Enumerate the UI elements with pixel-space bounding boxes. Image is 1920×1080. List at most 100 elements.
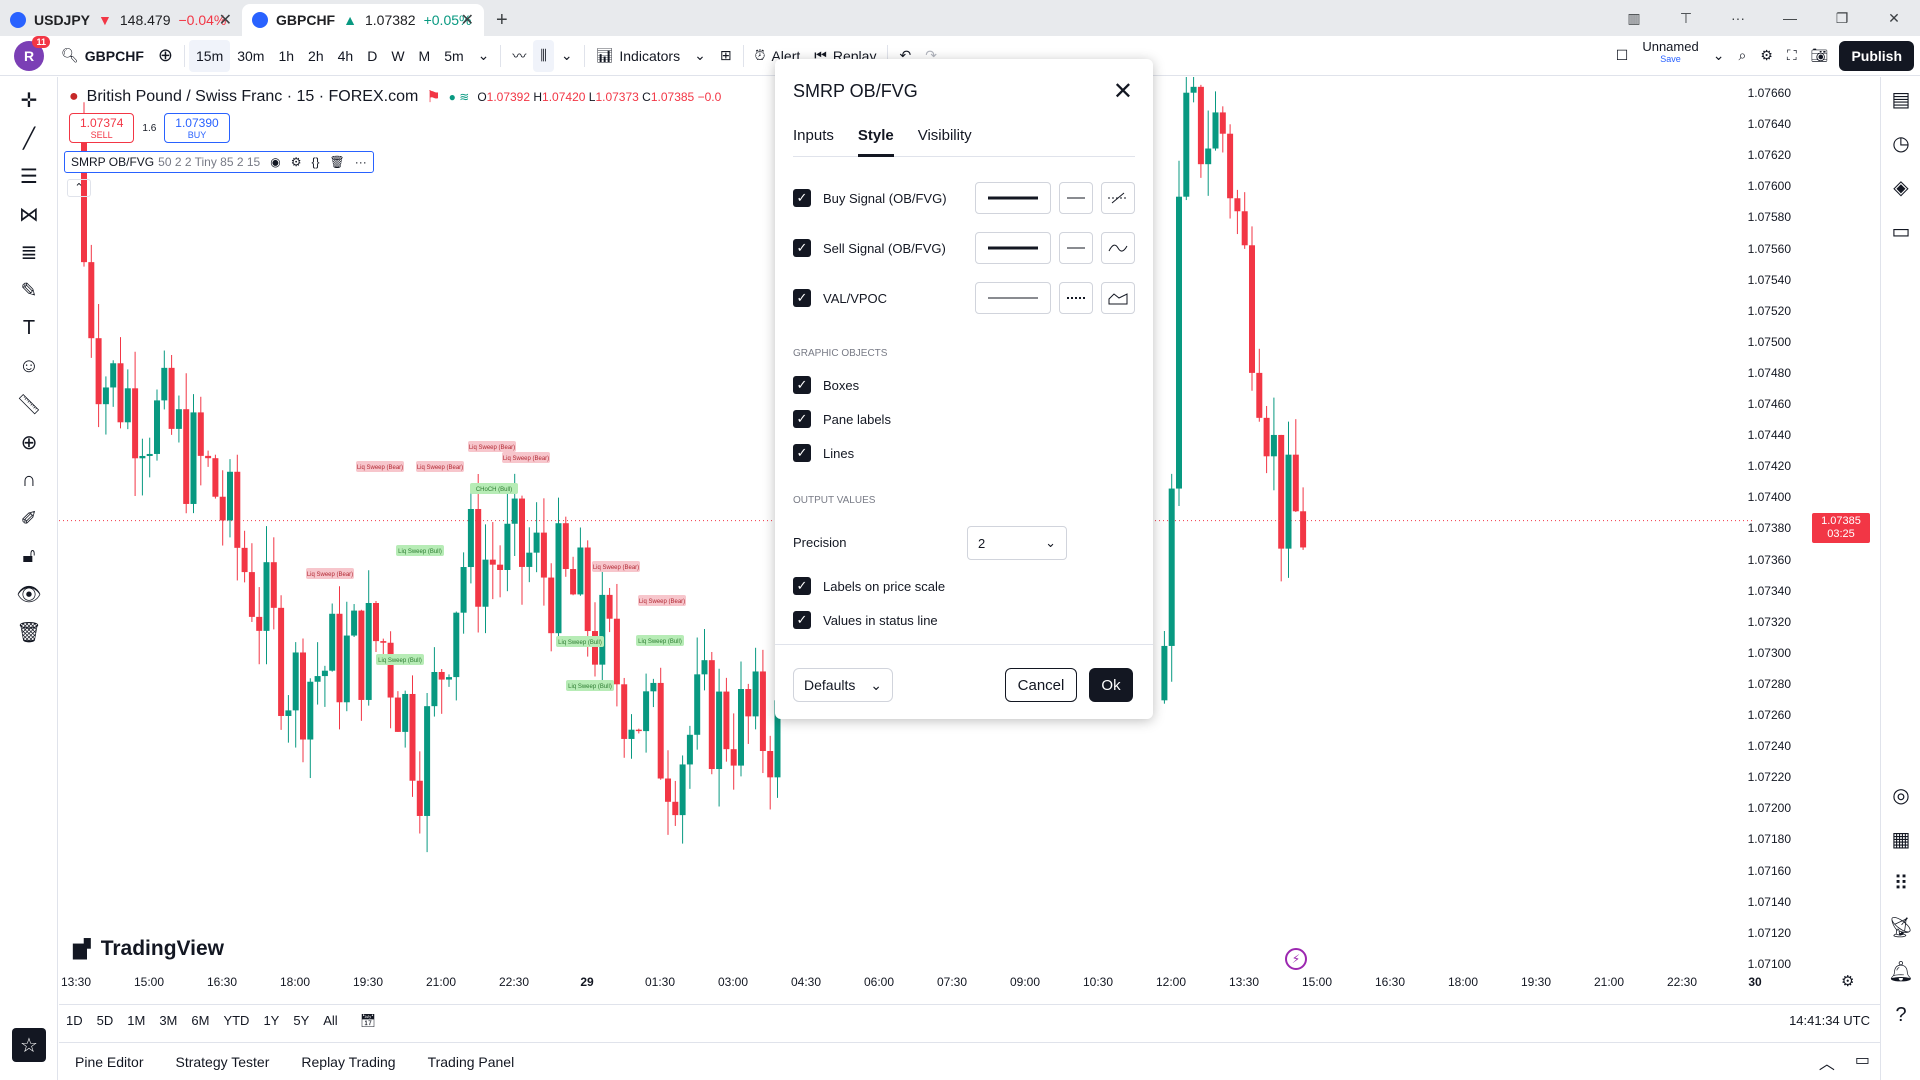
utc-clock[interactable]: 14:41:34 UTC <box>1789 1013 1870 1028</box>
indicators-button[interactable]: 📊︎ Indicators <box>589 40 687 72</box>
maximize-panel-icon[interactable]: ▭ <box>1854 1051 1870 1069</box>
line-style-button[interactable] <box>1059 182 1093 214</box>
window-close-icon[interactable]: ✕ <box>1888 9 1900 26</box>
tab-inputs[interactable]: Inputs <box>793 127 834 144</box>
eye-icon[interactable]: ◉ <box>270 155 281 169</box>
layout-name-button[interactable]: Unnamed Save <box>1635 40 1705 72</box>
symbol-title[interactable]: British Pound / Swiss Franc · 15 · FOREX… <box>86 88 419 105</box>
tab-replay-trading[interactable]: Replay Trading <box>301 1053 396 1070</box>
lines-checkbox[interactable]: ✓ <box>793 444 811 462</box>
close-tab-icon[interactable]: ✕ <box>218 12 232 29</box>
range-all[interactable]: All <box>323 1013 338 1028</box>
sell-button[interactable]: 1.07374 SELL <box>69 113 135 143</box>
quick-search-icon[interactable]: ⌕ <box>1738 47 1747 63</box>
favorites-star-icon[interactable]: ☆ <box>12 1028 46 1062</box>
chart-type-chevron-icon[interactable]: ⌄ <box>560 47 573 63</box>
delete-icon[interactable]: 🗑︎ <box>329 155 345 169</box>
settings-icon[interactable]: ⚙ <box>290 155 302 169</box>
ruler-icon[interactable]: 📏︎ <box>16 393 42 416</box>
tab-trading-panel[interactable]: Trading Panel <box>427 1053 515 1070</box>
line-style-button[interactable] <box>1059 282 1093 314</box>
color-thickness-button[interactable] <box>975 282 1051 314</box>
broadcast-icon[interactable]: 📡︎ <box>1888 916 1914 939</box>
more-icon[interactable]: ··· <box>354 155 367 169</box>
expand-panel-chevron-icon[interactable]: ︿ <box>1818 1055 1835 1073</box>
range-5d[interactable]: 5D <box>96 1013 114 1028</box>
layout-grid-icon[interactable]: ⊞ <box>719 47 732 63</box>
interval-2h[interactable]: 2h <box>308 47 324 64</box>
text-tool-icon[interactable]: T <box>22 316 36 339</box>
trend-line-icon[interactable]: ╱ <box>22 127 36 150</box>
range-ytd[interactable]: YTD <box>223 1013 250 1028</box>
compare-symbol-plus-icon[interactable]: ⊕ <box>157 45 173 65</box>
close-tab-icon[interactable]: ✕ <box>460 12 474 29</box>
chat-icon[interactable]: ▭ <box>1891 220 1911 243</box>
fullscreen-icon[interactable]: ⛶ <box>1786 47 1797 63</box>
ok-button[interactable]: Ok <box>1089 668 1133 702</box>
range-1y[interactable]: 1Y <box>263 1013 280 1028</box>
indicators-chevron-icon[interactable]: ⌄ <box>694 47 706 63</box>
camera-icon[interactable]: 📷︎ <box>1810 47 1829 63</box>
restore-icon[interactable]: ❐ <box>1835 9 1849 26</box>
line-chart-icon[interactable]: 〰 <box>512 47 527 64</box>
interval-m[interactable]: M <box>418 47 431 64</box>
color-thickness-button[interactable] <box>975 182 1051 214</box>
color-thickness-button[interactable] <box>975 232 1051 264</box>
interval-30m[interactable]: 30m <box>237 47 265 64</box>
go-to-date-calendar-icon[interactable]: 📅︎ <box>359 1012 377 1028</box>
layout-chevron-icon[interactable]: ⌄ <box>1712 47 1725 63</box>
notifications-bell-icon[interactable]: 🔔︎ <box>1888 960 1914 983</box>
buy-button[interactable]: 1.07390 BUY <box>164 113 230 143</box>
tab-style[interactable]: Style <box>857 127 894 157</box>
browser-tab-gbpchf[interactable]: GBPCHF ▲ 1.07382 +0.05% ✕ <box>242 4 484 36</box>
help-icon[interactable]: ? <box>1895 1003 1907 1026</box>
fib-icon[interactable]: ≣ <box>20 241 38 264</box>
val-vpoc-checkbox[interactable]: ✓ <box>793 289 811 307</box>
cancel-button[interactable]: Cancel <box>1005 668 1077 702</box>
range-5y[interactable]: 5Y <box>293 1013 310 1028</box>
target-icon[interactable]: ◎ <box>1892 784 1910 807</box>
pane-labels-checkbox[interactable]: ✓ <box>793 410 811 428</box>
calendar-icon[interactable]: ▦ <box>1891 828 1911 851</box>
user-avatar[interactable]: R 11 <box>14 35 50 71</box>
labels-on-price-scale-checkbox[interactable]: ✓ <box>793 577 811 595</box>
indicator-legend[interactable]: SMRP OB/FVG 50 2 2 Tiny 85 2 15 ◉ ⚙ {} 🗑… <box>64 151 374 173</box>
layout-square-icon[interactable]: ☐ <box>1615 47 1629 63</box>
minimize-icon[interactable]: — <box>1783 10 1797 26</box>
eye-icon[interactable]: 👁︎ <box>16 583 42 606</box>
dialog-close-icon[interactable]: ✕ <box>1112 78 1133 105</box>
lightning-icon[interactable]: ⚡︎ <box>1285 948 1307 970</box>
plot-type-button[interactable] <box>1101 232 1135 264</box>
more-options-icon[interactable]: ··· <box>1731 10 1745 26</box>
trash-icon[interactable]: 🗑︎ <box>16 621 42 644</box>
magnet-icon[interactable]: ∩ <box>21 468 37 491</box>
zoom-in-icon[interactable]: ⊕ <box>20 431 38 454</box>
range-1d[interactable]: 1D <box>66 1013 83 1028</box>
boxes-checkbox[interactable]: ✓ <box>793 376 811 394</box>
redo-icon[interactable]: ↷ <box>925 47 937 63</box>
new-tab-plus-icon[interactable]: + <box>496 8 508 31</box>
settings-gear-icon[interactable]: ⚙ <box>1760 47 1773 63</box>
brush-icon[interactable]: ✎ <box>20 279 38 302</box>
interval-4h[interactable]: 4h <box>337 47 354 64</box>
values-in-status-line-checkbox[interactable]: ✓ <box>793 611 811 629</box>
sell-signal-checkbox[interactable]: ✓ <box>793 239 811 257</box>
range-1m[interactable]: 1M <box>127 1013 146 1028</box>
interval-dropdown-chevron-icon[interactable]: ⌄ <box>477 47 490 63</box>
lock-pencil-icon[interactable]: ✐ <box>20 507 38 530</box>
range-3m[interactable]: 3M <box>159 1013 178 1028</box>
pattern-icon[interactable]: ⋈ <box>19 203 39 226</box>
interval-d[interactable]: D <box>367 47 378 64</box>
interval-w[interactable]: W <box>391 47 405 64</box>
interval-5m[interactable]: 5m <box>444 47 464 64</box>
alerts-clock-icon[interactable]: ◷ <box>1892 132 1910 155</box>
watchlist-icon[interactable]: ▤ <box>1891 88 1911 111</box>
publish-button[interactable]: Publish <box>1839 40 1914 71</box>
emoji-icon[interactable]: ☺ <box>18 354 40 377</box>
cast-icon[interactable]: ⊤ <box>1679 9 1693 26</box>
layers-icon[interactable]: ◈ <box>1893 176 1909 199</box>
plot-type-button[interactable] <box>1101 282 1135 314</box>
tab-pine-editor[interactable]: Pine Editor <box>75 1053 144 1070</box>
interval-1h[interactable]: 1h <box>278 47 295 64</box>
symbol-search-button[interactable]: 🔍︎ GBPCHF <box>54 40 151 72</box>
